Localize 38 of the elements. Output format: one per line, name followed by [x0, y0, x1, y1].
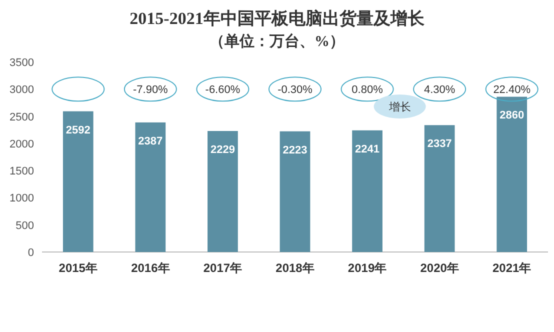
y-tick-label: 0 [28, 247, 34, 259]
y-tick-label: 500 [16, 220, 34, 232]
bar [424, 125, 455, 252]
data-label: 2592 [66, 124, 90, 136]
bar [280, 131, 310, 252]
y-tick-label: 3000 [10, 84, 34, 96]
annotation: 增长 [388, 100, 411, 114]
data-label: 2229 [210, 144, 235, 156]
bar [135, 122, 166, 252]
x-tick-label: 2016年 [131, 261, 170, 275]
y-tick-label: 2000 [10, 138, 34, 150]
data-label: 2860 [500, 110, 524, 122]
chart-title: 2015-2021年中国平板电脑出货量及增长 [130, 9, 426, 28]
bar [496, 96, 528, 252]
data-label: 2337 [427, 138, 452, 150]
x-tick-label: 2017年 [203, 261, 242, 275]
annotation: -6.60% [205, 84, 240, 96]
y-tick-label: 1000 [10, 192, 34, 205]
bar [352, 130, 382, 252]
data-label: 2223 [282, 144, 308, 156]
bar [208, 130, 238, 252]
bar [62, 111, 94, 252]
annotation: 0.80% [352, 84, 384, 96]
annotation: 4.30% [424, 84, 456, 96]
data-label: 2387 [138, 135, 163, 148]
annotation: 22.40% [493, 84, 531, 96]
x-tick-label: 2018年 [276, 261, 314, 275]
x-tick-label: 2015年 [58, 261, 98, 275]
chart-subtitle: （单位：万台、%） [210, 33, 344, 50]
x-tick-label: 2021年 [492, 261, 532, 275]
y-tick-label: 3500 [10, 57, 34, 69]
y-tick-label: 1500 [10, 166, 34, 178]
annotation: -0.30% [278, 84, 313, 96]
annotation: -7.90% [133, 84, 168, 96]
data-label: 2241 [355, 143, 380, 156]
x-tick-label: 2019年 [348, 261, 387, 275]
y-tick-label: 2500 [10, 111, 34, 124]
x-tick-label: 2020年 [420, 261, 459, 275]
